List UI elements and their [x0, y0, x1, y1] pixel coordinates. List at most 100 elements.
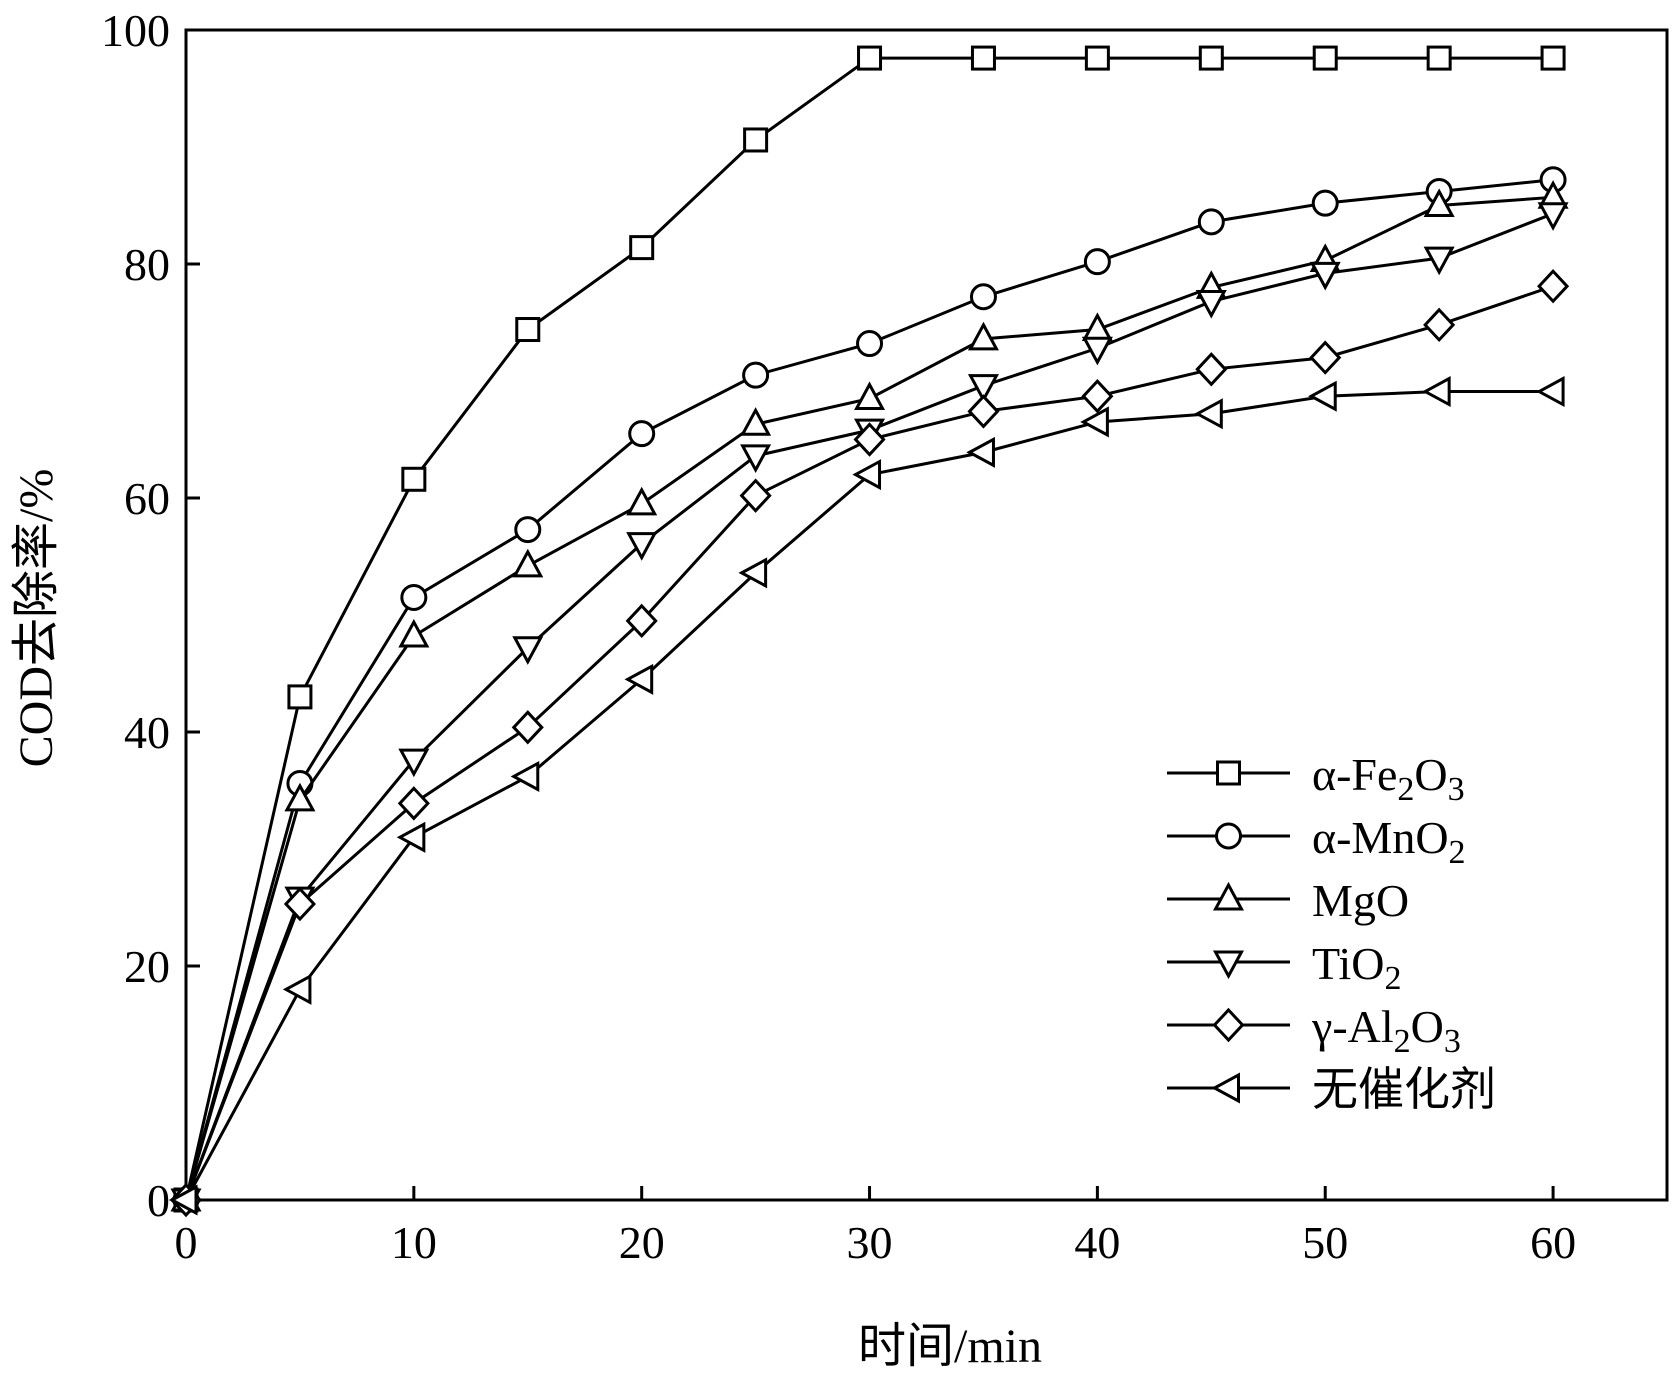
data-point [1081, 336, 1113, 366]
data-point [853, 422, 886, 457]
data-point [1197, 208, 1225, 236]
x-axis-title: 时间/min [858, 1320, 1042, 1373]
legend-subscript: 3 [1444, 1023, 1461, 1060]
data-point [1423, 188, 1455, 217]
data-point [1308, 380, 1337, 412]
legend-label: 无催化剂 [1312, 1064, 1496, 1115]
data-point [400, 583, 428, 611]
data-point [282, 973, 312, 1005]
legend-text-part: O [1414, 749, 1447, 800]
data-point [1535, 376, 1565, 408]
x-tick-label: 60 [1530, 1217, 1576, 1268]
data-point [856, 330, 884, 358]
data-point [168, 1184, 198, 1216]
x-tick-label: 30 [847, 1217, 893, 1268]
data-point [1309, 340, 1342, 375]
data-point [738, 557, 768, 589]
legend-subscript: 3 [1448, 771, 1465, 808]
data-point [284, 782, 316, 812]
data-point [401, 466, 427, 492]
y-tick-label: 20 [124, 941, 170, 992]
data-point [970, 45, 996, 71]
axes: 0 10 20 30 40 50 60 0 20 40 60 80 100 [101, 5, 1669, 1268]
series-0 [173, 45, 1566, 1213]
data-point [1309, 261, 1341, 291]
data-point [857, 45, 883, 71]
data-point [511, 710, 544, 745]
data-point [1081, 379, 1114, 414]
legend-marker [1215, 822, 1242, 850]
y-tick-label: 0 [147, 1175, 170, 1226]
data-point [629, 235, 655, 261]
legend-label: α-Fe2O3 [1312, 749, 1465, 808]
data-point [1084, 45, 1110, 71]
data-point [852, 459, 882, 491]
data-point [626, 532, 658, 561]
legend-entry: α-MnO2 [1167, 812, 1466, 871]
legend-subscript: 2 [1384, 960, 1401, 997]
y-axis-title: COD去除率/% [10, 469, 63, 768]
data-point [397, 786, 430, 821]
legend-text-part: O [1411, 1001, 1444, 1052]
data-point [969, 283, 997, 311]
legend-entry: α-Fe2O3 [1167, 749, 1465, 808]
legend-marker [1216, 760, 1241, 786]
data-point [1195, 352, 1228, 387]
x-tick-label: 40 [1074, 1217, 1120, 1268]
x-tick-label: 0 [175, 1217, 198, 1268]
series-lines [168, 45, 1570, 1218]
y-tick-label: 80 [124, 239, 170, 290]
data-point [624, 663, 654, 695]
x-tick-label: 10 [391, 1217, 437, 1268]
legend-marker [1212, 1007, 1245, 1043]
data-point [740, 407, 772, 436]
legend-entry: 无催化剂 [1167, 1064, 1496, 1115]
data-point [1080, 406, 1109, 438]
data-point [510, 760, 540, 792]
data-point [625, 603, 658, 639]
plot-frame [184, 28, 1669, 1202]
legend-entry: MgO [1167, 875, 1409, 926]
data-point [1537, 202, 1569, 231]
data-point [1195, 289, 1227, 319]
data-point [1194, 398, 1223, 430]
data-point [398, 618, 430, 648]
data-point [743, 127, 769, 153]
data-point [1312, 45, 1338, 71]
legend-label: γ-Al2O3 [1311, 1001, 1461, 1060]
data-point [1311, 189, 1339, 217]
data-point [628, 420, 656, 448]
y-tick-label: 100 [101, 5, 170, 56]
legend-marker [1212, 950, 1245, 980]
data-point [287, 684, 313, 710]
data-point [1198, 45, 1224, 71]
legend-subscript: 2 [1394, 1023, 1411, 1060]
data-point [1537, 269, 1570, 304]
data-point [1423, 246, 1455, 276]
data-point [967, 394, 1000, 429]
legend-text-part: γ-Al [1311, 1001, 1394, 1052]
data-point [742, 361, 770, 389]
data-point [1083, 248, 1111, 276]
legend-entry: TiO2 [1167, 938, 1401, 997]
data-point [740, 444, 772, 474]
legend-marker [1212, 881, 1245, 911]
series-5 [168, 376, 1565, 1216]
data-point [854, 381, 886, 411]
x-tick-label: 20 [619, 1217, 665, 1268]
data-point [512, 548, 544, 578]
y-tick-label: 60 [124, 473, 170, 524]
data-point [966, 436, 995, 468]
legend-subscript: 2 [1449, 834, 1466, 871]
data-point [396, 821, 426, 853]
data-point [967, 321, 999, 351]
legend-label: α-MnO2 [1312, 812, 1466, 871]
y-tick-label: 40 [124, 707, 170, 758]
data-point [1422, 376, 1451, 408]
legend-text-part: MgO [1312, 875, 1409, 926]
data-point [515, 317, 541, 343]
legend-text-part: α-MnO [1312, 812, 1449, 863]
legend-text-part: TiO [1312, 938, 1384, 989]
legend-subscript: 2 [1397, 771, 1414, 808]
